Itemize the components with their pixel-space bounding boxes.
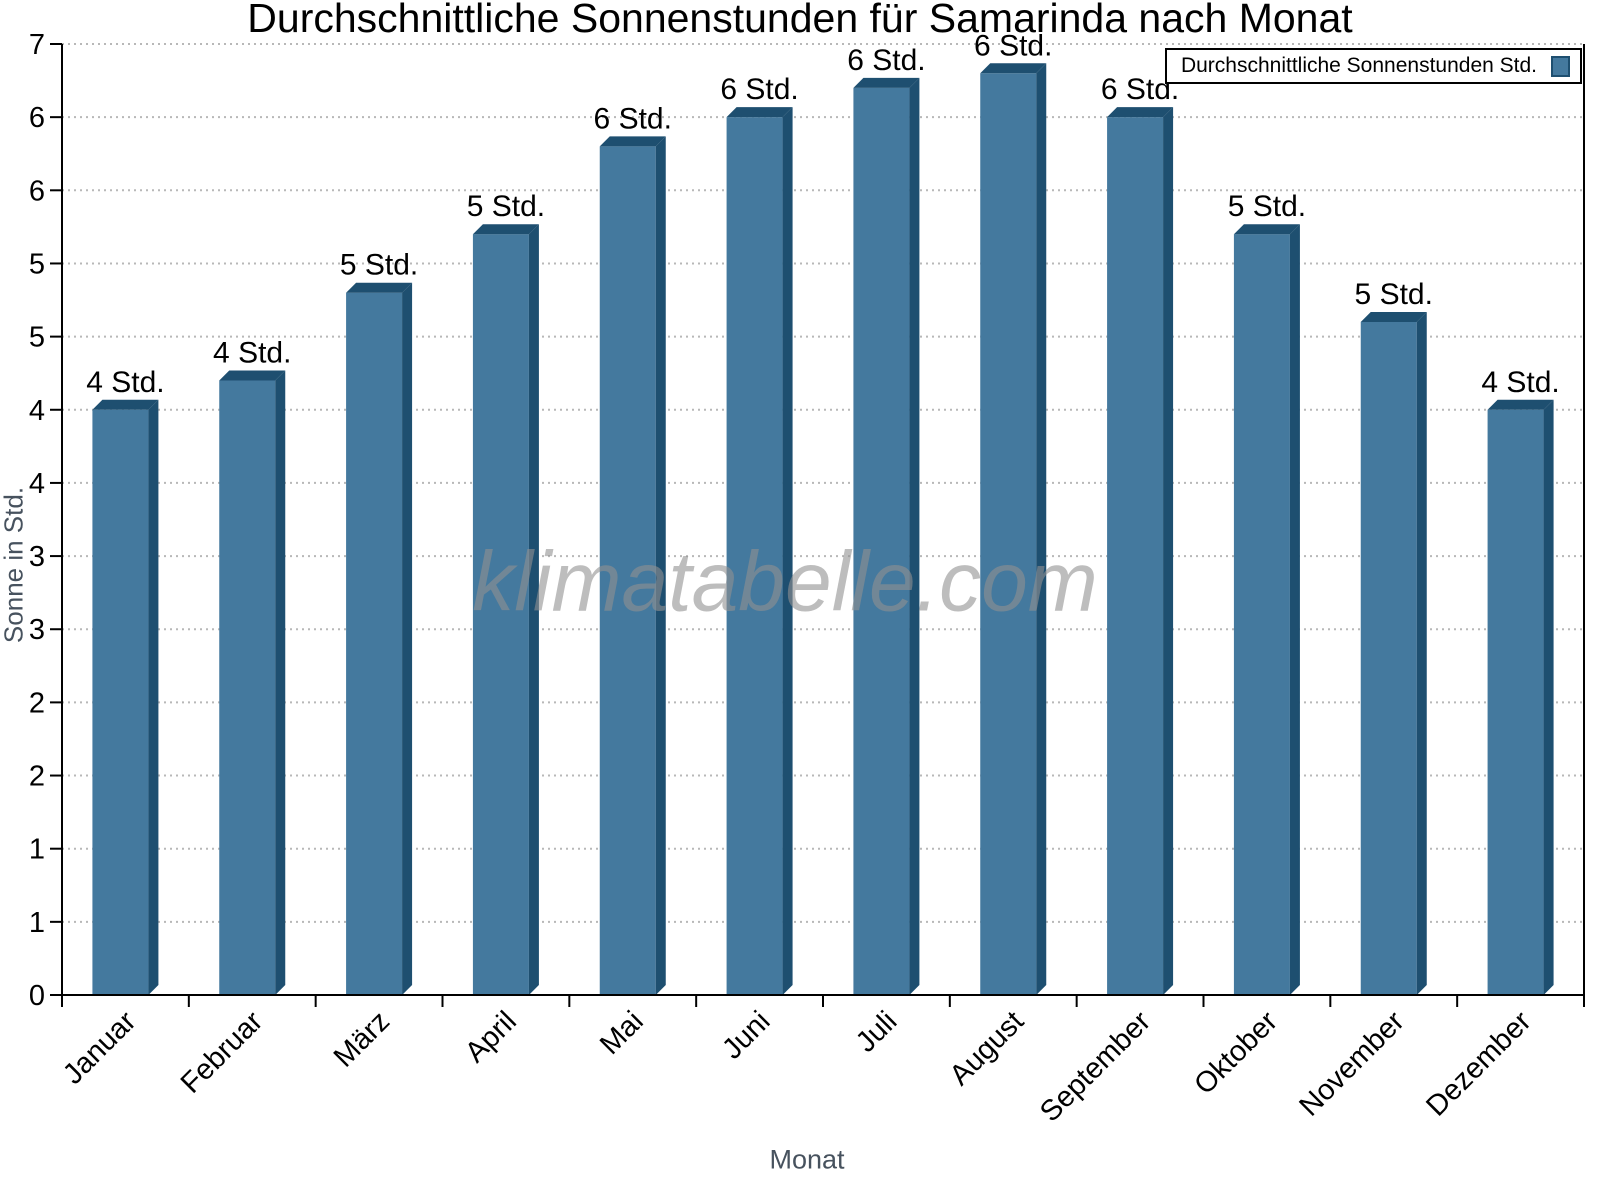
bar-januar: 4 Std.: [86, 366, 165, 995]
month-label-dezember: Dezember: [1420, 1005, 1537, 1122]
y-tick-label: 7: [29, 29, 45, 61]
bar-front-face: [472, 234, 529, 995]
bar-top-face: [92, 399, 159, 410]
bar-side-face: [1036, 63, 1047, 996]
bar-marz: 5 Std.: [340, 249, 418, 995]
bar-value-label-juni: 6 Std.: [720, 73, 798, 106]
bar-front-face: [1233, 234, 1290, 995]
month-label-november: November: [1293, 1005, 1410, 1122]
bar-top-face: [1487, 399, 1554, 410]
y-tick-label: 1: [29, 907, 45, 939]
bar-september: 6 Std.: [1101, 73, 1179, 995]
bar-side-face: [1163, 107, 1174, 995]
bar-top-face: [1360, 311, 1427, 322]
bar-side-face: [1543, 399, 1554, 995]
bar-value-label-dezember: 4 Std.: [1481, 366, 1559, 399]
month-label-februar: Februar: [175, 1005, 270, 1100]
y-tick-label: 1: [29, 834, 45, 866]
bar-top-face: [1107, 107, 1174, 118]
bar-top-face: [472, 224, 539, 235]
chart-title: Durchschnittliche Sonnenstunden für Sama…: [247, 0, 1353, 41]
bar-top-face: [1233, 224, 1300, 235]
bar-front-face: [219, 380, 276, 995]
month-label-september: September: [1034, 1005, 1157, 1128]
bar-value-label-februar: 4 Std.: [213, 337, 291, 370]
bar-side-face: [528, 224, 539, 995]
bar-top-face: [980, 63, 1047, 74]
month-label-juli: Juli: [850, 1005, 903, 1058]
y-tick-label: 3: [29, 614, 45, 646]
bar-front-face: [346, 292, 403, 995]
month-label-april: April: [459, 1005, 523, 1069]
bar-side-face: [782, 107, 793, 995]
bar-side-face: [1289, 224, 1300, 995]
y-tick-label: 5: [29, 248, 45, 280]
bar-front-face: [92, 409, 149, 995]
bar-mai: 6 Std.: [594, 102, 672, 995]
bar-front-face: [726, 117, 783, 995]
bar-value-label-mai: 6 Std.: [594, 102, 672, 135]
month-label-januar: Januar: [57, 1005, 143, 1091]
bar-november: 5 Std.: [1355, 278, 1433, 995]
bar-front-face: [1487, 409, 1544, 995]
bar-februar: 4 Std.: [213, 337, 291, 995]
month-label-oktober: Oktober: [1188, 1005, 1284, 1101]
legend[interactable]: Durchschnittliche Sonnenstunden Std.: [1164, 48, 1582, 84]
bar-value-label-oktober: 5 Std.: [1228, 190, 1306, 223]
bar-front-face: [853, 87, 910, 995]
legend-swatch-icon: [1551, 55, 1570, 77]
bar-top-face: [853, 77, 920, 88]
bar-side-face: [275, 370, 286, 995]
bar-juli: 6 Std.: [847, 44, 926, 995]
bar-side-face: [402, 282, 413, 995]
y-tick-label: 2: [29, 687, 45, 719]
bar-side-face: [1416, 311, 1427, 995]
y-tick-label: 5: [29, 322, 45, 354]
bar-value-label-november: 5 Std.: [1355, 278, 1433, 311]
bar-side-face: [148, 399, 159, 995]
x-axis-title: Monat: [769, 1144, 845, 1175]
bar-value-label-januar: 4 Std.: [86, 366, 164, 399]
bar-value-label-juli: 6 Std.: [847, 44, 925, 77]
bar-value-label-marz: 5 Std.: [340, 249, 418, 282]
bar-top-face: [219, 370, 286, 381]
y-tick-label: 4: [29, 468, 45, 500]
bar-front-face: [1360, 321, 1417, 995]
y-tick-label: 6: [29, 102, 45, 134]
bar-front-face: [599, 146, 656, 995]
bar-value-label-august: 6 Std.: [974, 29, 1052, 62]
bar-side-face: [909, 77, 920, 995]
y-tick-label: 0: [29, 980, 45, 1012]
bar-top-face: [346, 282, 413, 293]
month-label-mai: Mai: [594, 1005, 650, 1061]
month-label-august: August: [944, 1005, 1030, 1091]
legend-label: Durchschnittliche Sonnenstunden Std.: [1180, 54, 1537, 77]
bar-august: 6 Std.: [974, 29, 1052, 996]
bar-oktober: 5 Std.: [1228, 190, 1306, 995]
y-tick-label: 2: [29, 761, 45, 793]
y-tick-label: 4: [29, 395, 45, 427]
bar-juni: 6 Std.: [720, 73, 799, 995]
bar-april: 5 Std.: [467, 190, 545, 995]
y-tick-label: 3: [29, 541, 45, 573]
month-label-juni: Juni: [716, 1005, 776, 1065]
y-tick-label: 6: [29, 175, 45, 207]
bar-front-face: [980, 73, 1037, 995]
bar-top-face: [726, 107, 793, 118]
bar-value-label-april: 5 Std.: [467, 190, 545, 223]
bar-side-face: [655, 136, 666, 995]
month-label-marz: März: [328, 1005, 396, 1073]
bar-dezember: 4 Std.: [1481, 366, 1560, 995]
bar-top-face: [599, 136, 666, 147]
bar-front-face: [1107, 117, 1164, 995]
